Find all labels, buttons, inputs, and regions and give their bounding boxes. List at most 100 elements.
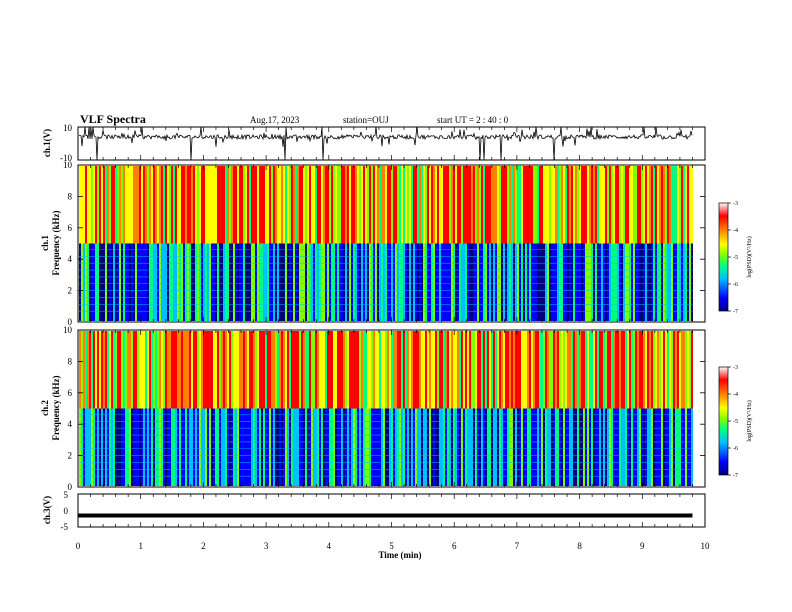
spectrogram-column-low (363, 243, 365, 321)
spectrogram-column-high (363, 331, 365, 409)
spectrogram-column-low (293, 408, 295, 486)
spectrogram-column-high (201, 331, 203, 409)
spectrogram-column-low (661, 408, 663, 486)
spectrogram-column-low (317, 243, 319, 321)
spectrogram-column-high (575, 166, 577, 244)
spectrogram-column-high (307, 331, 309, 409)
spectrogram-column-high (339, 166, 341, 244)
spectrogram-column-low (213, 408, 215, 486)
spectrogram-column-high (413, 331, 415, 409)
spectrogram-column-high (511, 331, 513, 409)
spectrogram-column-low (639, 243, 641, 321)
spectrogram-column-low (215, 243, 217, 321)
ch1-waveform-trace (78, 126, 693, 161)
spectrogram-column-high (277, 331, 279, 409)
spectrogram-column-low (569, 408, 571, 486)
spectrogram-column-low (655, 243, 657, 321)
spectrogram-column-high (647, 331, 649, 409)
spectrogram-column-low (141, 408, 143, 486)
spectrogram-column-high (117, 166, 119, 244)
spectrogram-column-high (415, 166, 417, 244)
spectrogram-column-low (587, 408, 589, 486)
spectrogram-column-low (197, 408, 199, 486)
spectrogram-column-low (495, 243, 497, 321)
frequency-tick-label: 4 (68, 254, 73, 264)
spectrogram-column-high (243, 331, 245, 409)
spectrogram-column-low (365, 243, 367, 321)
spectrogram-column-low (505, 243, 507, 321)
spectrogram-column-low (647, 408, 649, 486)
spectrogram-column-high (603, 331, 605, 409)
spectrogram-column-low (151, 408, 153, 486)
spectrogram-column-high (97, 166, 99, 244)
spectrogram-column-high (269, 166, 271, 244)
spectrogram-column-high (257, 331, 259, 409)
spectrogram-column-low (113, 408, 115, 486)
spectrogram-column-low (123, 243, 125, 321)
spectrogram-column-high (491, 166, 493, 244)
spectrogram-column-high (583, 166, 585, 244)
spectrogram-column-high (419, 166, 421, 244)
spectrogram-column-high (205, 331, 207, 409)
spectrogram-column-high (315, 166, 317, 244)
spectrogram-column-high (325, 166, 327, 244)
spectrogram-column-low (545, 243, 547, 321)
spectrogram-column-high (653, 166, 655, 244)
spectrogram-column-high (227, 331, 229, 409)
spectrogram-column-low (685, 408, 687, 486)
spectrogram-column-low (157, 408, 159, 486)
spectrogram-column-low (687, 243, 689, 321)
spectrogram-column-low (681, 408, 683, 486)
spectrogram-column-low (235, 408, 237, 486)
colorbar-tick-label: -7 (733, 309, 738, 315)
spectrogram-column-high (435, 331, 437, 409)
spectrogram-column-low (141, 243, 143, 321)
frequency-tick-label: 6 (68, 223, 73, 233)
spectrogram-column-low (625, 408, 627, 486)
spectrogram-column-low (585, 243, 587, 321)
spectrogram-column-low (249, 408, 251, 486)
spectrogram-column-low (641, 408, 643, 486)
spectrogram-column-high (375, 166, 377, 244)
spectrogram-column-high (395, 331, 397, 409)
spectrogram-column-low (687, 408, 689, 486)
spectrogram-column-low (303, 408, 305, 486)
spectrogram-column-high (275, 166, 277, 244)
spectrogram-column-low (339, 243, 341, 321)
spectrogram-column-low (617, 408, 619, 486)
spectrogram-column-low (259, 243, 261, 321)
spectrogram-column-low (301, 243, 303, 321)
spectrogram-column-low (379, 408, 381, 486)
spectrogram-column-high (277, 166, 279, 244)
spectrogram-column-high (387, 331, 389, 409)
spectrogram-column-low (523, 243, 525, 321)
spectrogram-column-low (529, 243, 531, 321)
spectrogram-column-high (301, 331, 303, 409)
spectrogram-column-high (325, 331, 327, 409)
spectrogram-column-high (393, 331, 395, 409)
x-tick-label: 10 (701, 541, 711, 551)
spectrogram-column-low (463, 243, 465, 321)
spectrogram-column-high (433, 166, 435, 244)
spectrogram-column-high (637, 331, 639, 409)
spectrogram-column-low (453, 408, 455, 486)
spectrogram-column-high (131, 166, 133, 244)
spectrogram-column-high (559, 331, 561, 409)
spectrogram-column-high (121, 331, 123, 409)
spectrogram-column-low (443, 243, 445, 321)
spectrogram-column-high (407, 166, 409, 244)
spectrogram-column-low (631, 243, 633, 321)
spectrogram-column-low (385, 243, 387, 321)
spectrogram-column-low (689, 243, 691, 321)
spectrogram-column-low (261, 243, 263, 321)
spectrogram-column-low (183, 408, 185, 486)
spectrogram-column-low (205, 408, 207, 486)
spectrogram-column-low (129, 408, 131, 486)
spectrogram-column-low (367, 408, 369, 486)
spectrogram-column-low (527, 408, 529, 486)
spectrogram-column-low (345, 408, 347, 486)
spectrogram-column-high (195, 166, 197, 244)
spectrogram-column-low (377, 243, 379, 321)
spectrogram-column-low (111, 408, 113, 486)
spectrogram-column-high (443, 331, 445, 409)
